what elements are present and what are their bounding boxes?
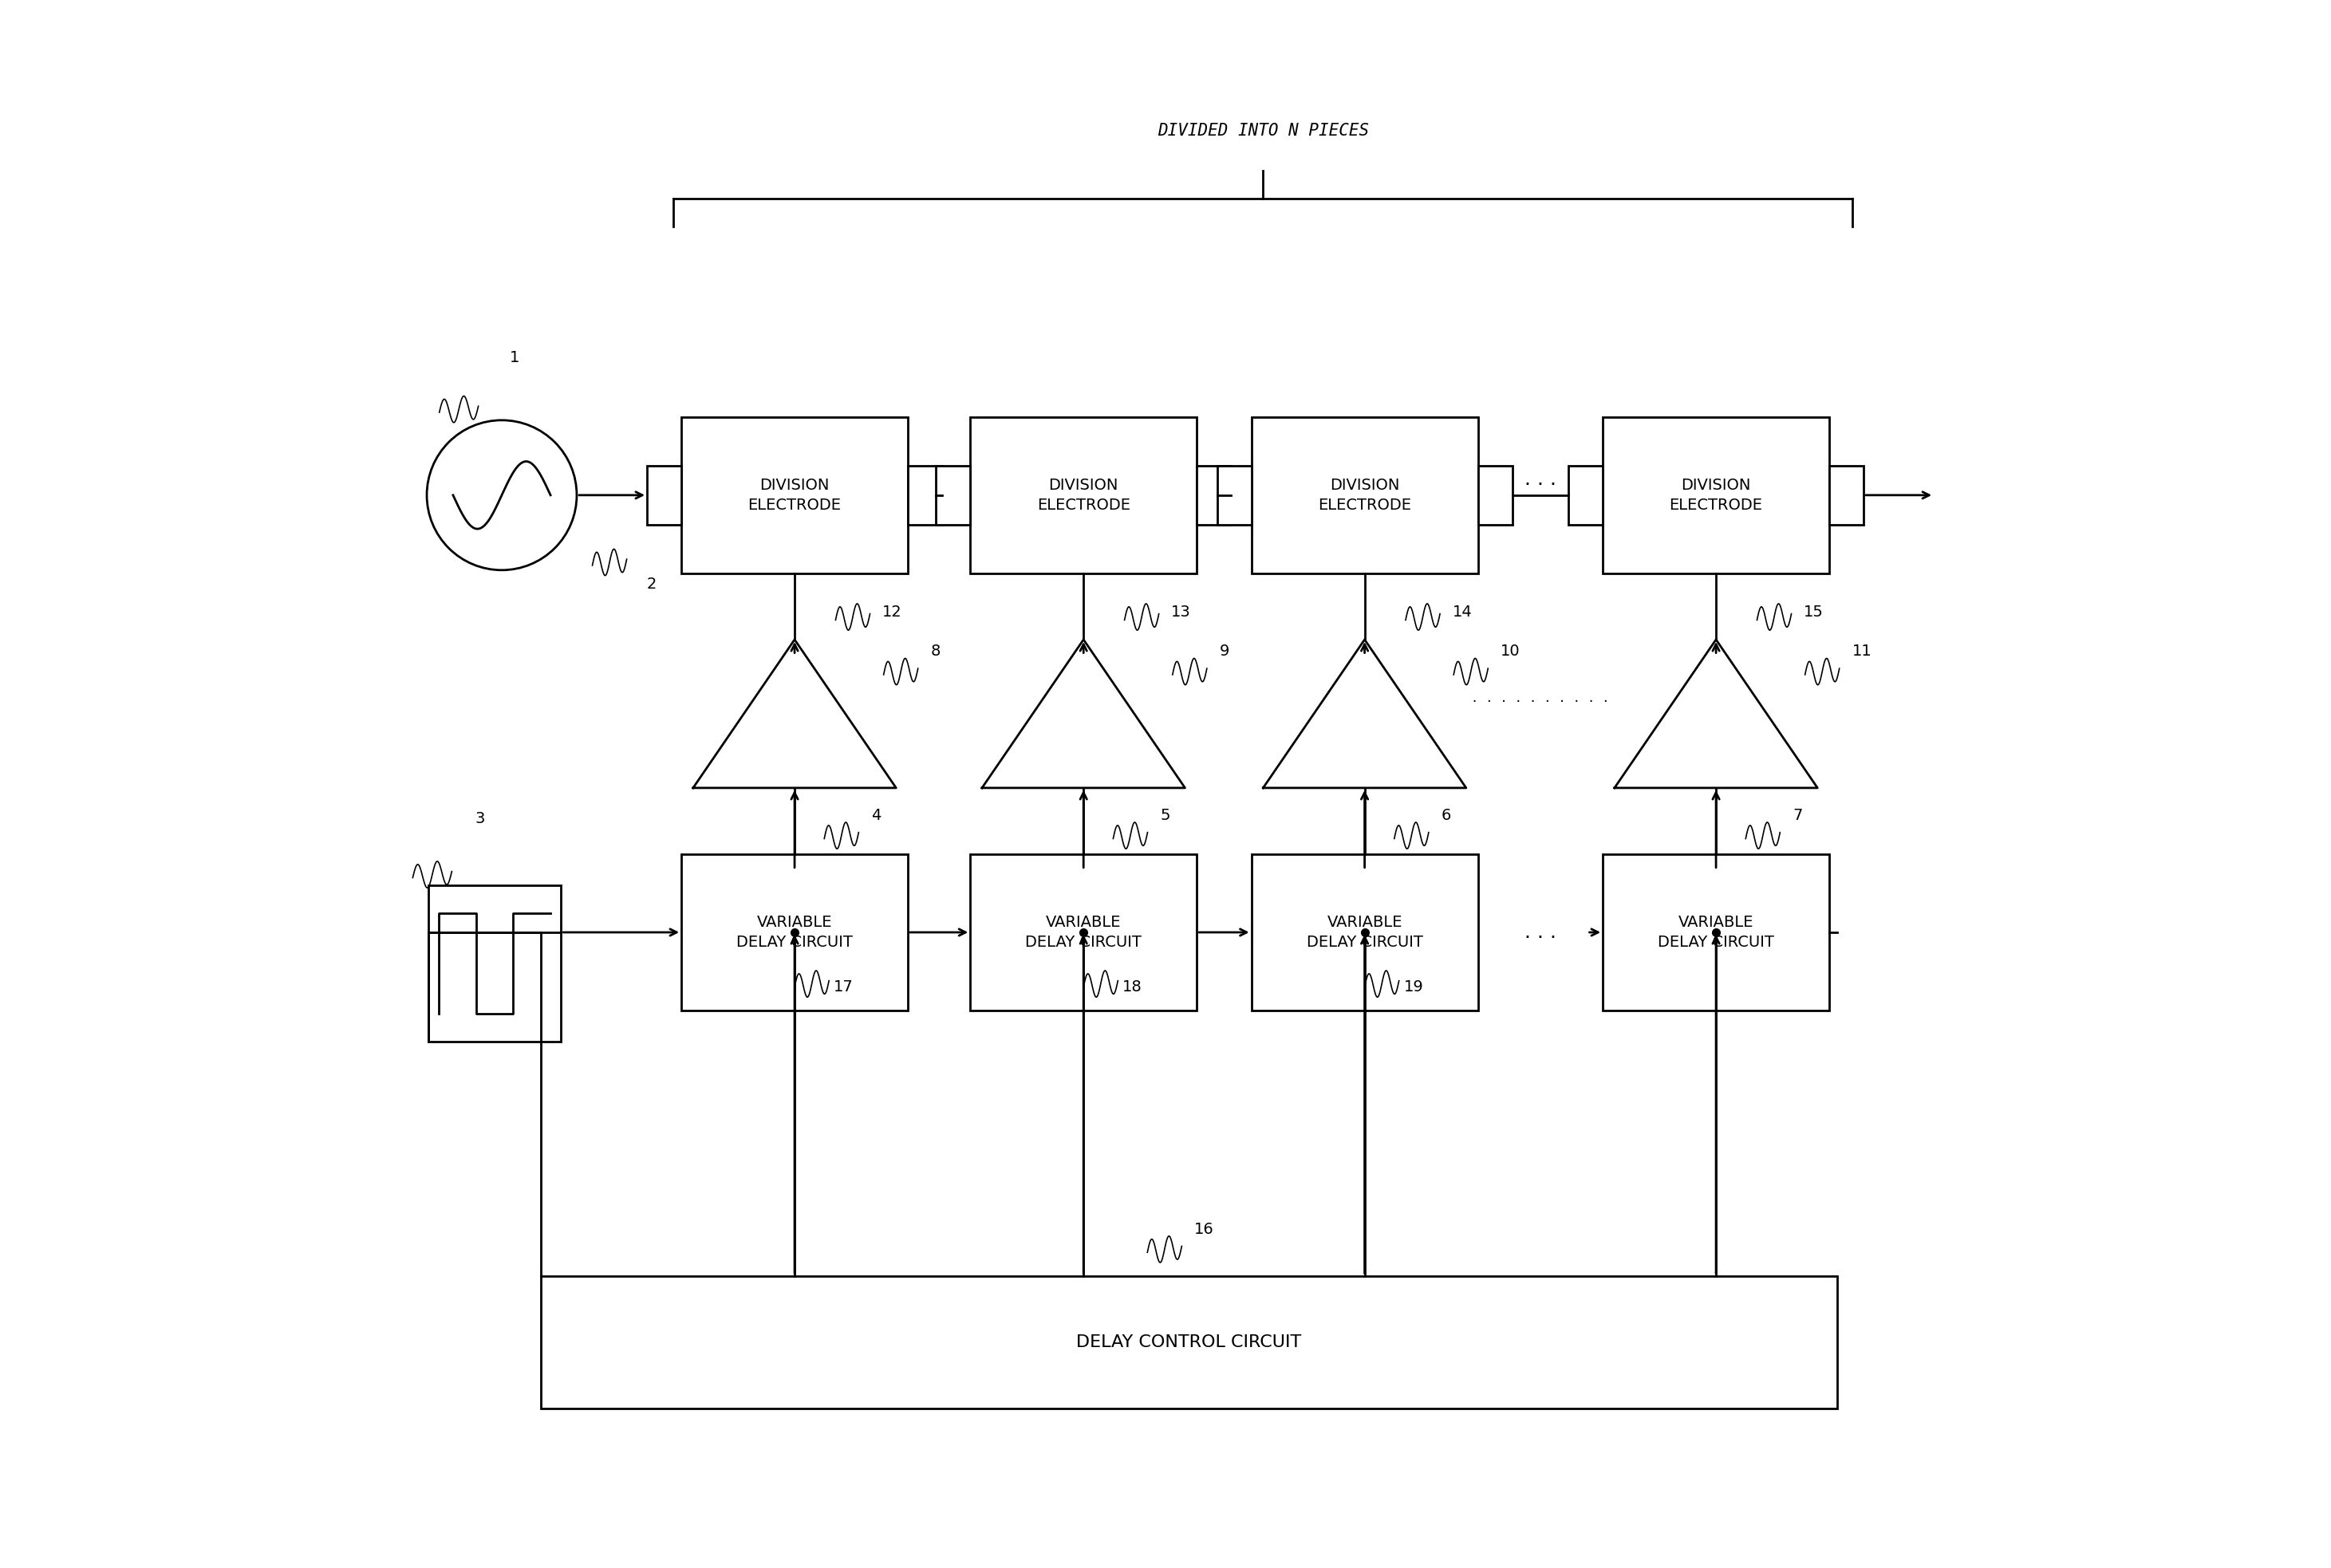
Text: 2: 2 — [648, 577, 657, 591]
Bar — [1569, 466, 1604, 525]
Text: DIVISION
ELECTRODE: DIVISION ELECTRODE — [748, 478, 841, 513]
Text: 15: 15 — [1804, 604, 1823, 619]
Text: 1: 1 — [510, 350, 520, 365]
Text: 3: 3 — [476, 811, 485, 826]
Bar — [1478, 466, 1513, 525]
Text: 5: 5 — [1161, 808, 1170, 823]
Text: . . . . . . . . . .: . . . . . . . . . . — [1471, 691, 1608, 704]
Bar — [1604, 417, 1830, 574]
Text: 10: 10 — [1501, 644, 1520, 659]
Bar — [681, 855, 907, 1010]
Text: DIVISION
ELECTRODE: DIVISION ELECTRODE — [1037, 478, 1131, 513]
Bar — [1604, 855, 1830, 1010]
Text: 14: 14 — [1452, 604, 1473, 619]
Text: DIVIDED INTO N PIECES: DIVIDED INTO N PIECES — [1159, 124, 1368, 140]
Bar — [970, 417, 1196, 574]
Bar — [937, 466, 970, 525]
Text: 7: 7 — [1793, 808, 1802, 823]
Text: 13: 13 — [1172, 604, 1191, 619]
Text: 12: 12 — [883, 604, 902, 619]
Bar — [1252, 417, 1478, 574]
Text: VARIABLE
DELAY CIRCUIT: VARIABLE DELAY CIRCUIT — [1657, 914, 1774, 950]
Text: 4: 4 — [872, 808, 881, 823]
Text: 19: 19 — [1403, 978, 1424, 994]
Bar — [541, 1276, 1837, 1408]
Text: 11: 11 — [1851, 644, 1872, 659]
Bar — [429, 886, 562, 1041]
Bar — [970, 855, 1196, 1010]
Text: DELAY CONTROL CIRCUIT: DELAY CONTROL CIRCUIT — [1077, 1334, 1301, 1350]
Text: VARIABLE
DELAY CIRCUIT: VARIABLE DELAY CIRCUIT — [1305, 914, 1422, 950]
Text: 8: 8 — [930, 644, 939, 659]
Text: 16: 16 — [1193, 1221, 1214, 1237]
Text: . . .: . . . — [1524, 922, 1557, 942]
Bar — [1830, 466, 1862, 525]
Text: 9: 9 — [1219, 644, 1228, 659]
Bar — [681, 417, 907, 574]
Text: 17: 17 — [834, 978, 853, 994]
Bar — [1252, 855, 1478, 1010]
Bar — [1196, 466, 1231, 525]
Bar — [648, 466, 681, 525]
Bar — [907, 466, 942, 525]
Bar — [1217, 466, 1252, 525]
Text: DIVISION
ELECTRODE: DIVISION ELECTRODE — [1669, 478, 1762, 513]
Text: DIVISION
ELECTRODE: DIVISION ELECTRODE — [1317, 478, 1410, 513]
Text: VARIABLE
DELAY CIRCUIT: VARIABLE DELAY CIRCUIT — [737, 914, 853, 950]
Text: VARIABLE
DELAY CIRCUIT: VARIABLE DELAY CIRCUIT — [1026, 914, 1142, 950]
Text: . . .: . . . — [1524, 470, 1557, 489]
Text: 18: 18 — [1124, 978, 1142, 994]
Text: 6: 6 — [1441, 808, 1450, 823]
